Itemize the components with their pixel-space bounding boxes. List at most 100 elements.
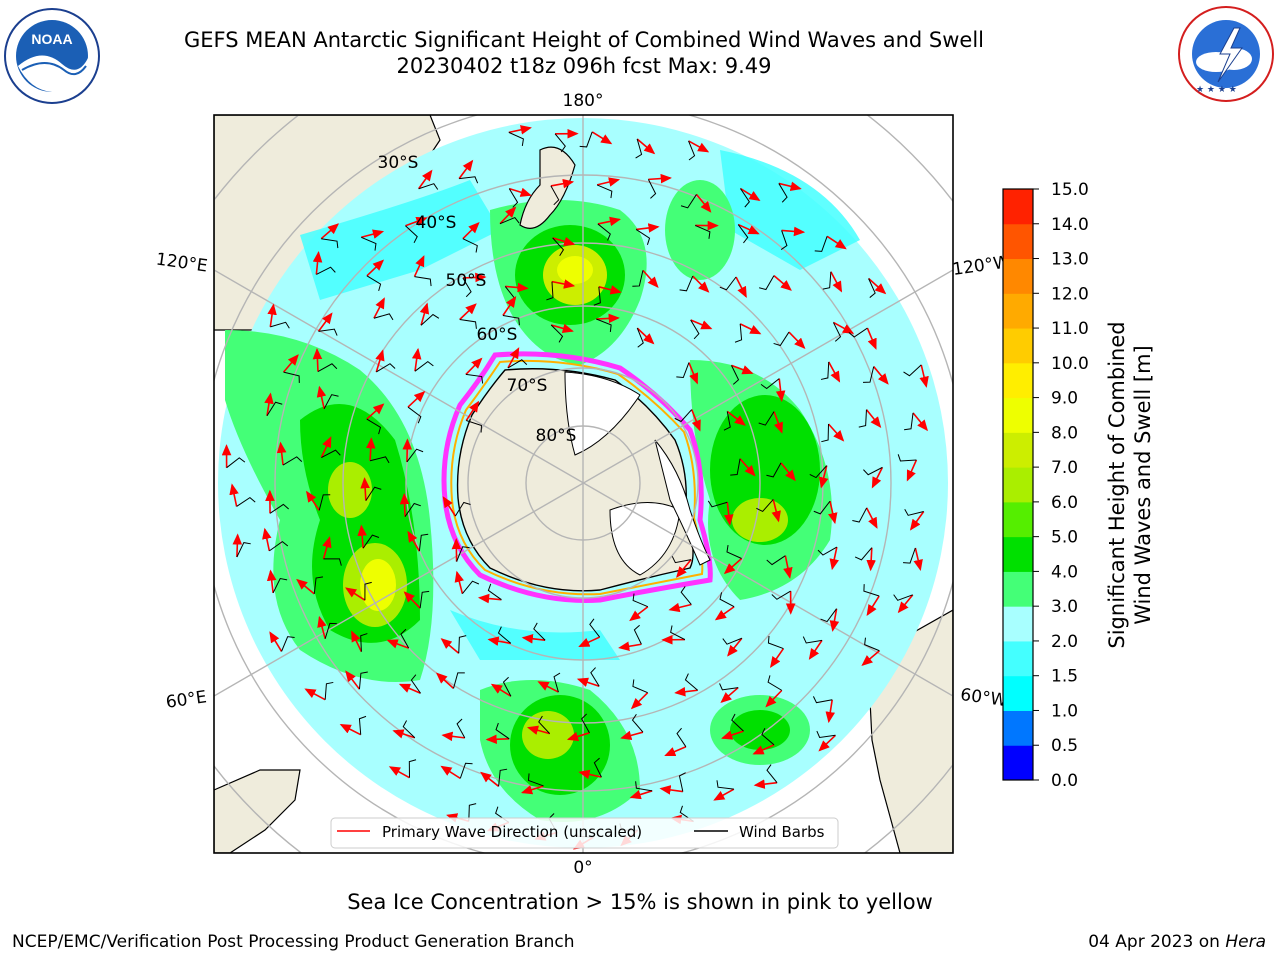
- wave-direction-arrow: [591, 131, 613, 145]
- wave-direction-arrow: [392, 729, 416, 739]
- colorbar-swatch: [1003, 258, 1033, 294]
- wind-barb: [499, 216, 520, 225]
- wave-direction-arrow: [578, 636, 600, 648]
- wave-direction-arrow: [509, 187, 532, 197]
- wind-barb: [820, 608, 837, 623]
- wave-direction-arrow: [312, 347, 323, 372]
- wind-barb: [508, 131, 524, 146]
- wave-direction-arrow: [829, 546, 839, 571]
- wind-barb: [632, 679, 648, 694]
- wave-direction-arrow: [642, 269, 659, 288]
- wind-barb: [281, 636, 295, 652]
- weddell-ice-shelf: [609, 502, 681, 576]
- wind-barb: [904, 412, 914, 431]
- wave-direction-arrow: [664, 746, 687, 757]
- wind-barb: [402, 720, 416, 739]
- wind-barb: [730, 458, 741, 476]
- wind-barb: [282, 456, 303, 466]
- wave-direction-arrow: [597, 216, 621, 227]
- wind-barb: [719, 592, 735, 608]
- wave-blob-ne: [665, 180, 735, 280]
- wave-direction-arrow: [620, 730, 644, 741]
- lat-label-30s: 30°S: [378, 153, 419, 173]
- wind-barb: [635, 781, 653, 792]
- wind-barb: [324, 681, 334, 700]
- wave-direction-arrow: [399, 493, 410, 517]
- wave-direction-arrow: [267, 303, 277, 327]
- colorbar-tick-label: 0.5: [1051, 736, 1078, 756]
- wave-direction-arrow: [598, 285, 622, 295]
- colorbar-tick-label: 1.0: [1051, 701, 1078, 721]
- lon-label-180: 180°: [563, 91, 604, 111]
- colorbar-tick-label: 15.0: [1051, 180, 1089, 200]
- wind-barb: [863, 466, 883, 476]
- wind-barb: [802, 636, 823, 644]
- wave-direction-arrow: [629, 606, 649, 622]
- colorbar-swatch: [1003, 640, 1033, 677]
- colorbar: 0.0 0.5 1.0 1.5 2.0 3.0 4.0 5.0 6.0 7.0 8.0 9.0 10.0…: [1002, 180, 1089, 791]
- wind-barb: [358, 715, 367, 735]
- wind-barb: [593, 757, 602, 778]
- colorbar-swatch: [1003, 362, 1033, 399]
- wave-direction-arrow: [413, 255, 425, 277]
- wave-direction-arrow: [360, 477, 370, 501]
- wind-barb: [313, 576, 324, 594]
- legend-barb-label: Wind Barbs: [739, 823, 825, 841]
- wave-direction-arrow: [618, 641, 642, 651]
- ocean-cyan-band-1: [300, 180, 500, 300]
- lat-label-80s: 80°S: [536, 426, 577, 446]
- wind-barb: [814, 236, 828, 252]
- wave-direction-arrow: [866, 547, 876, 572]
- wave-direction-arrow: [351, 630, 363, 653]
- colorbar-swatch: [1003, 328, 1033, 364]
- vector-field: [221, 125, 929, 850]
- wind-barb: [680, 194, 697, 209]
- wave-direction-arrow: [407, 390, 426, 408]
- wind-barb: [266, 401, 283, 417]
- wind-barb: [465, 373, 484, 384]
- wind-barb: [719, 276, 737, 291]
- wind-barb: [369, 456, 390, 464]
- wave-direction-arrow: [507, 347, 520, 369]
- land-africa: [214, 769, 301, 853]
- wind-barb: [324, 622, 337, 639]
- wave-direction-arrow: [357, 524, 367, 549]
- wave-direction-arrow: [366, 403, 385, 420]
- wind-barb: [270, 321, 290, 329]
- colorbar-tick-label: 14.0: [1051, 215, 1089, 235]
- wind-barb: [408, 759, 417, 778]
- footer-date-text: 04 Apr 2023 on: [1088, 932, 1220, 952]
- lon-label-120e: 120°E: [155, 250, 209, 277]
- map-frame: [213, 114, 954, 854]
- wind-barb: [318, 494, 331, 511]
- wave-direction-arrow: [458, 159, 474, 180]
- colorbar-tick-label: 10.0: [1051, 354, 1089, 374]
- wave-direction-arrow: [490, 683, 512, 697]
- wind-barb: [904, 509, 924, 516]
- wind-barb: [716, 780, 734, 790]
- wave-direction-arrow: [668, 602, 692, 613]
- wave-direction-arrow: [773, 275, 792, 291]
- wind-barb: [858, 409, 867, 428]
- wave-direction-arrow: [827, 423, 845, 442]
- wave-direction-arrow: [487, 636, 511, 646]
- wave-direction-arrow: [276, 441, 287, 466]
- colorbar-swatch: [1003, 467, 1033, 503]
- wave-direction-arrow: [690, 409, 701, 432]
- wind-barb: [596, 184, 613, 199]
- colorbar-tick-label: 5.0: [1051, 528, 1078, 548]
- wave-direction-arrow: [695, 193, 712, 213]
- wave-direction-arrow: [462, 222, 480, 240]
- wind-barb: [361, 236, 377, 251]
- wave-direction-arrow: [459, 303, 477, 321]
- wave-direction-arrow: [266, 569, 277, 593]
- wind-barb: [418, 533, 429, 552]
- wave-direction-arrow: [865, 507, 878, 529]
- wind-barb: [778, 183, 788, 203]
- wind-barb: [767, 675, 783, 691]
- wind-barb: [897, 454, 917, 462]
- wind-barb: [461, 580, 480, 594]
- lat-label-70s: 70°S: [507, 376, 548, 396]
- colorbar-swatch: [1003, 189, 1033, 225]
- footer-host: Hera: [1225, 932, 1266, 952]
